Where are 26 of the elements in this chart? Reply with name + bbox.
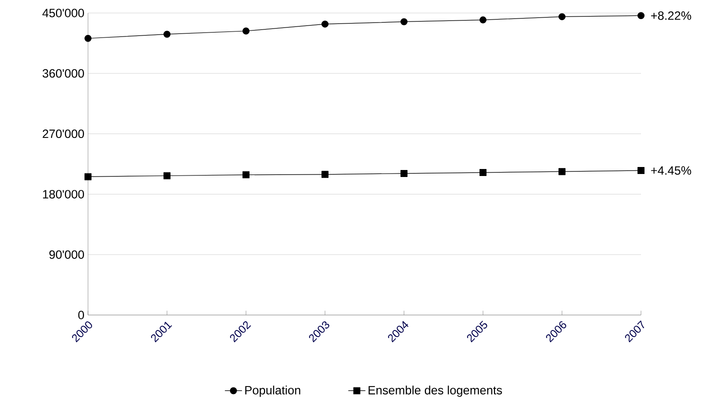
y-tick-label: 450'000 — [42, 8, 84, 18]
point — [480, 16, 486, 24]
point — [84, 173, 92, 180]
y-tick-label: 270'000 — [42, 130, 84, 138]
annotation: +4.45% — [651, 166, 692, 175]
point — [164, 30, 170, 38]
point — [480, 169, 486, 176]
point — [558, 13, 566, 20]
point — [558, 168, 566, 176]
legend-label: Ensemble des logements — [368, 386, 502, 397]
point — [638, 167, 644, 174]
point — [242, 171, 250, 178]
point — [322, 20, 328, 28]
y-tick-label: 180'000 — [43, 190, 84, 198]
point — [322, 170, 328, 178]
point — [638, 12, 644, 20]
point — [84, 34, 92, 42]
annotation: +8.22% — [651, 11, 692, 20]
point — [242, 27, 250, 34]
point — [400, 18, 408, 26]
y-tick-label: 360'000 — [42, 69, 84, 78]
y-tick-label: 0 — [78, 310, 84, 320]
point — [164, 172, 170, 180]
legend-label: Population — [245, 386, 300, 397]
y-tick-label: 90'000 — [49, 250, 84, 259]
point — [400, 170, 408, 177]
